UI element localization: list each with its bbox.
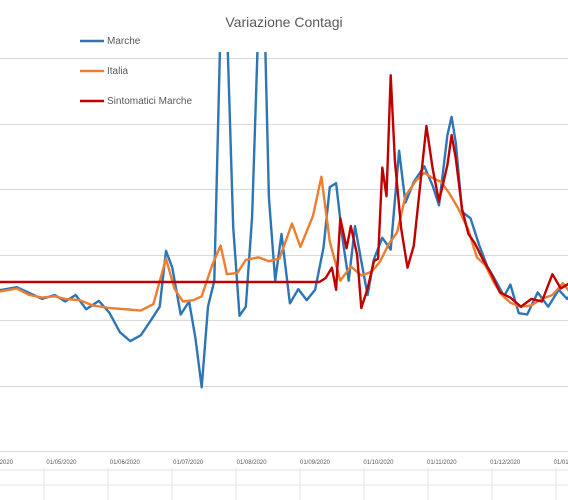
x-tick-label: 01/01/2021 [554,460,568,466]
chart-gridlines [0,58,568,452]
chart-legend: Marche Italia Sintomatici Marche [80,36,192,107]
x-tick-label: 01/12/2020 [490,460,521,466]
legend-label-sintomatici-marche: Sintomatici Marche [107,96,192,107]
x-tick-label: 01/05/2020 [46,460,77,466]
series-line-sintomatici-marche [0,74,568,310]
x-tick-label: 01/10/2020 [363,460,394,466]
spreadsheet-cells [0,468,568,500]
plot-area [0,52,568,389]
legend-label-marche: Marche [107,36,141,47]
x-tick-label: 01/09/2020 [300,460,331,466]
x-axis-tick-labels: 01/04/2020 01/05/2020 01/06/2020 01/07/2020… [0,460,568,466]
legend-item-sintomatici-marche: Sintomatici Marche [80,96,192,107]
legend-item-italia: Italia [80,66,129,77]
legend-item-marche: Marche [80,36,141,47]
legend-label-italia: Italia [107,66,129,77]
x-tick-label: 01/08/2020 [237,460,268,466]
x-tick-label: 01/06/2020 [110,460,141,466]
series-line-italia [0,171,568,312]
chart-title: Variazione Contagi [225,14,342,30]
x-tick-label: 01/07/2020 [173,460,204,466]
x-tick-label: 01/04/2020 [0,460,14,466]
x-tick-label: 01/11/2020 [427,460,457,466]
series-line-marche [0,52,568,389]
